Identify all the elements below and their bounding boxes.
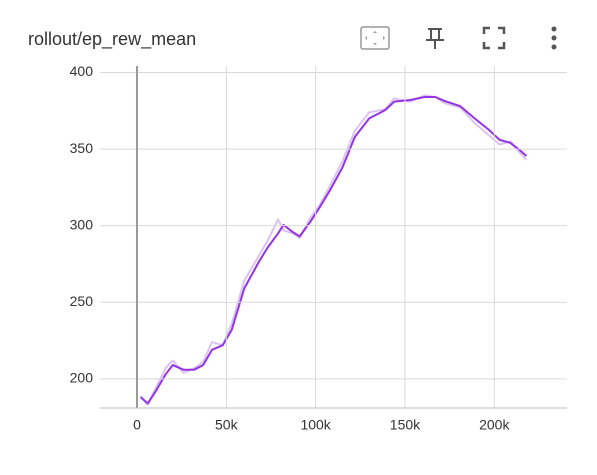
- dot: [551, 44, 557, 50]
- y-tick-label: 250: [70, 293, 94, 309]
- chart-title: rollout/ep_rew_mean: [28, 29, 196, 50]
- x-tick-label: 0: [133, 417, 141, 433]
- x-tick-label: 150k: [390, 417, 421, 433]
- pin-icon: [426, 28, 444, 49]
- clip-group: 400: [70, 63, 528, 406]
- pin-button[interactable]: [426, 28, 444, 49]
- y-tick-label: 300: [70, 216, 94, 232]
- fullscreen-button[interactable]: [482, 26, 506, 50]
- y-tick-label: 200: [70, 370, 94, 386]
- plot: 400 200 250 300 350 0 50k 100k 150k 200k: [70, 63, 567, 433]
- fit-domain-button[interactable]: [360, 26, 390, 50]
- x-tick-label: 100k: [300, 417, 331, 433]
- fit-icon: [360, 26, 390, 50]
- y-tick-label: 350: [70, 140, 94, 156]
- x-tick-label: 200k: [479, 417, 510, 433]
- fit-arrows: [365, 31, 385, 45]
- x-tick-label: 50k: [215, 417, 239, 433]
- smoothed-line: [139, 96, 528, 405]
- more-button[interactable]: [551, 26, 557, 50]
- dot: [551, 26, 557, 32]
- raw-line: [139, 94, 528, 406]
- fullscreen-icon: [482, 26, 506, 50]
- dot: [551, 35, 557, 41]
- y-tick-label: 400: [70, 63, 94, 79]
